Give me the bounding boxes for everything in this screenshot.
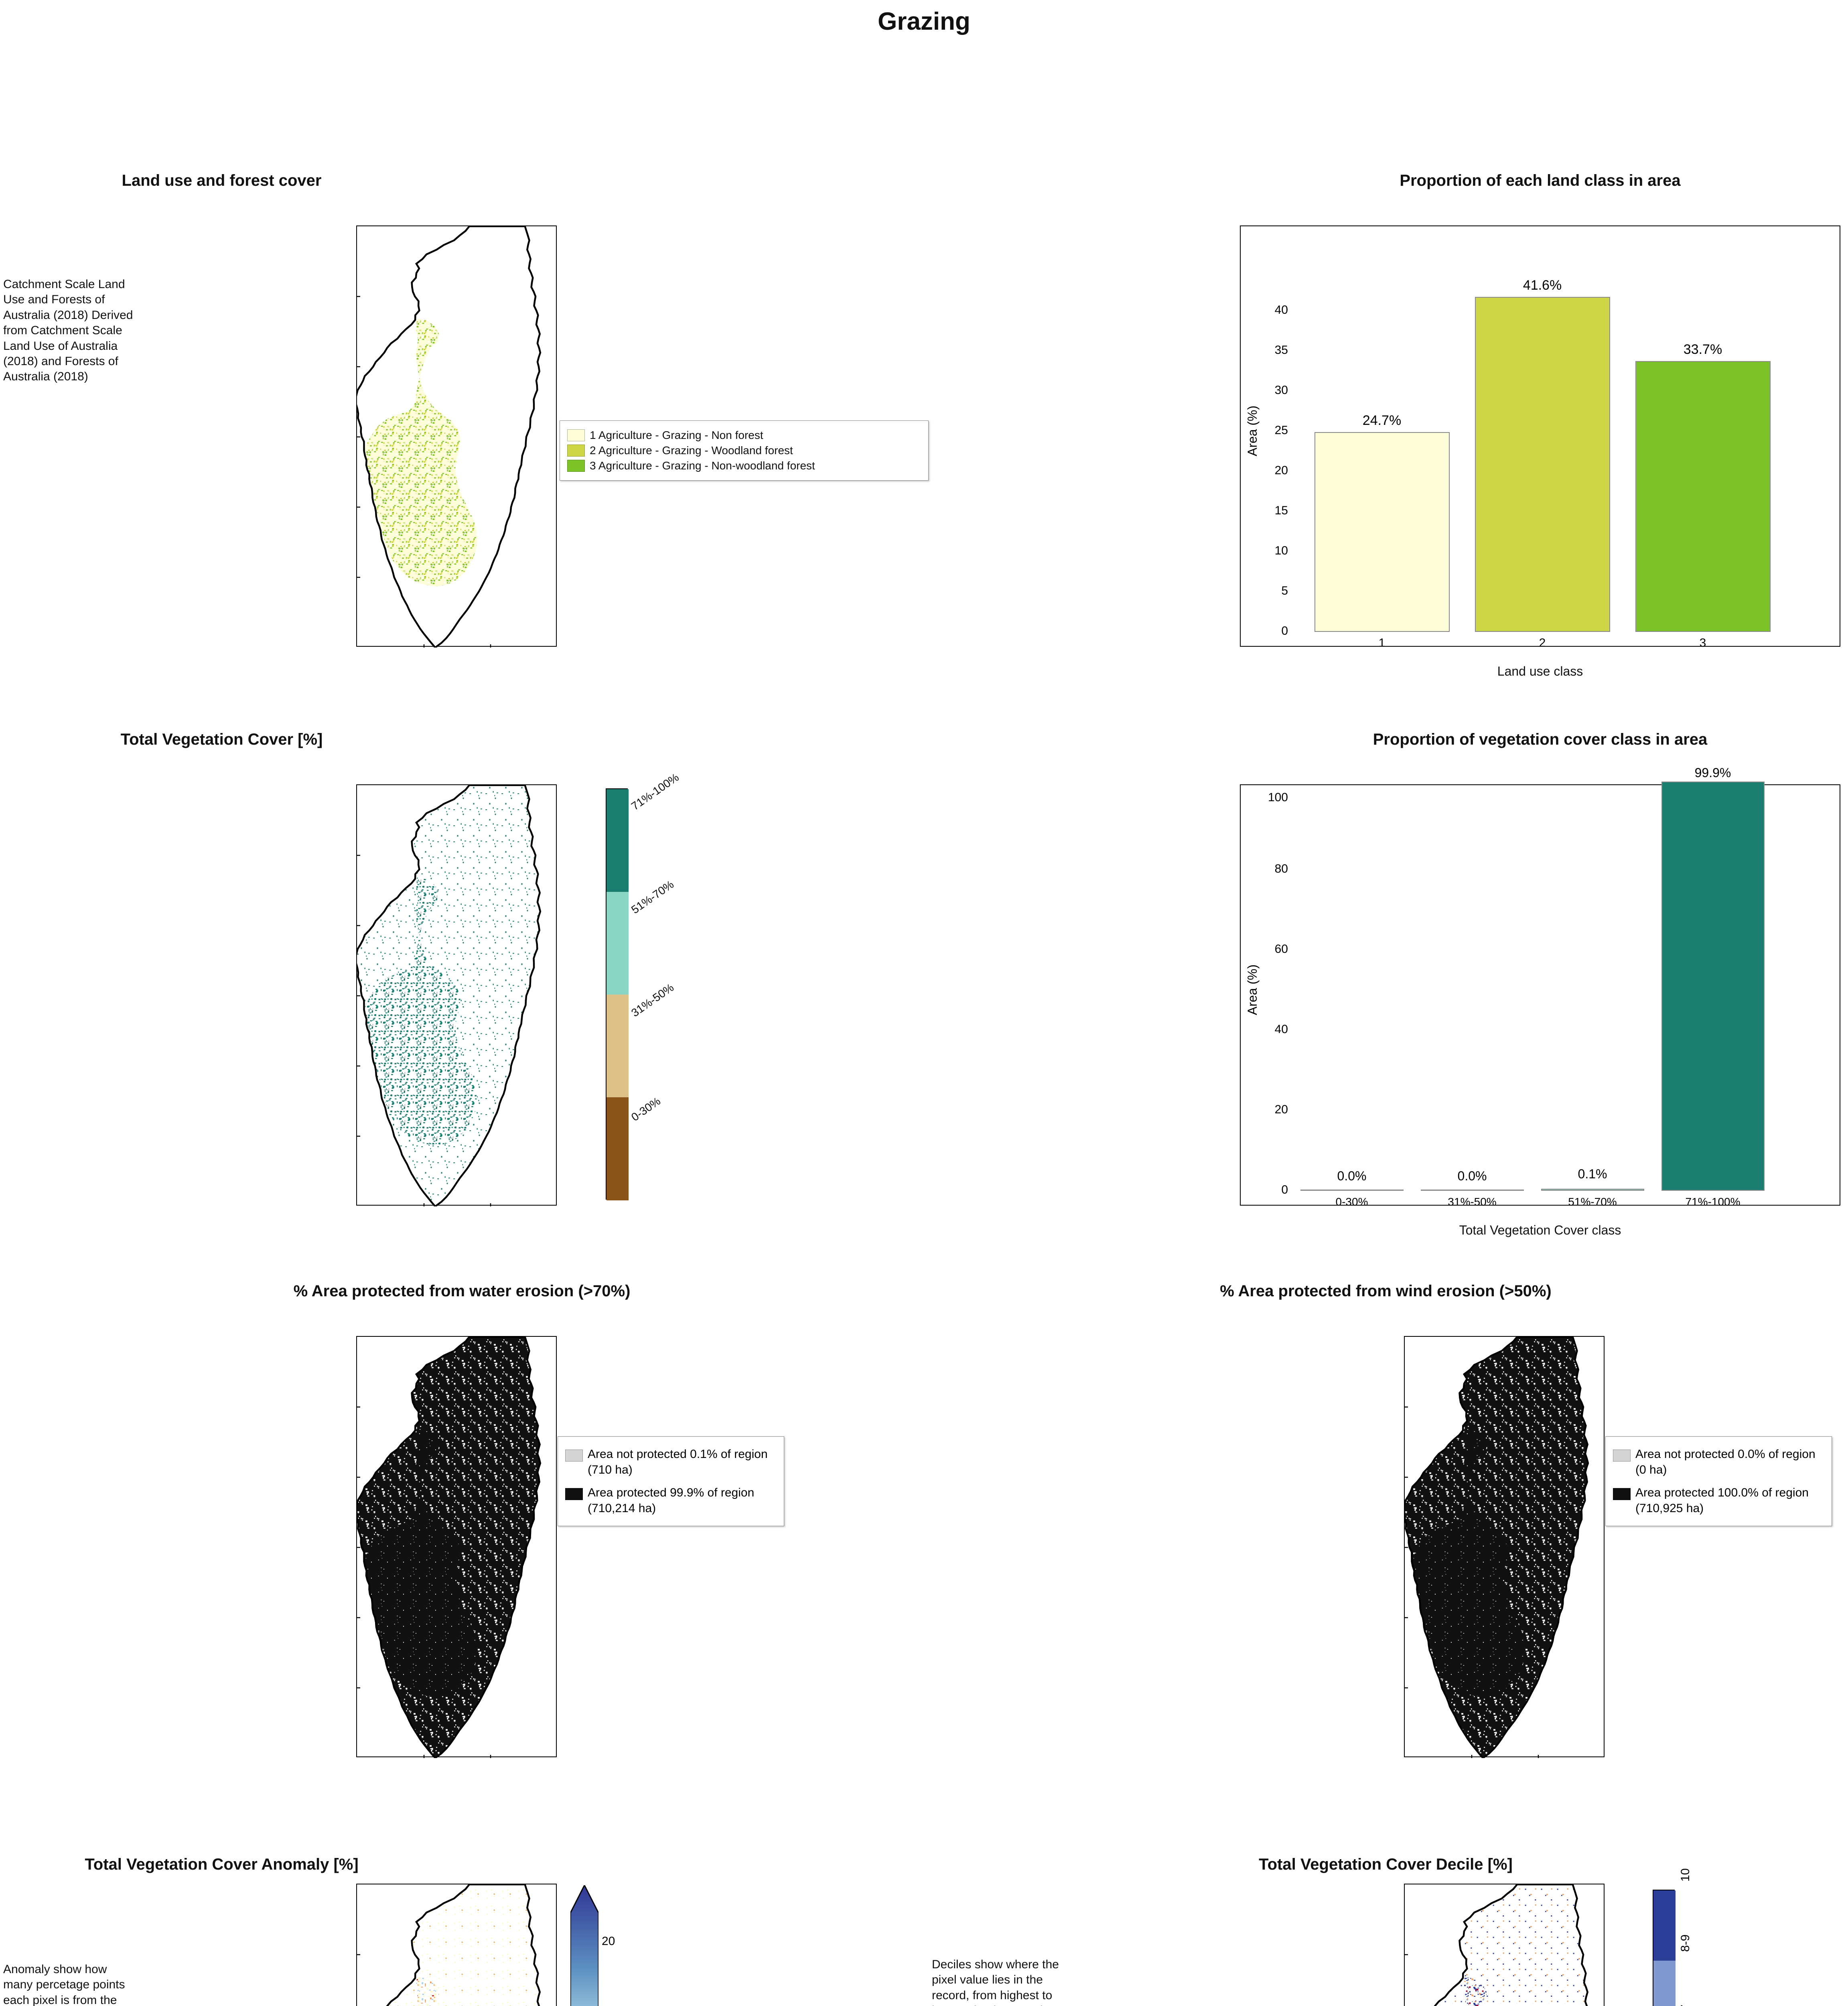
svg-text:1: 1	[1379, 636, 1385, 648]
svg-text:0-30%: 0-30%	[1336, 1196, 1368, 1208]
svg-text:0.1%: 0.1%	[1578, 1167, 1607, 1181]
svg-text:5: 5	[1281, 584, 1288, 597]
svg-text:15: 15	[1275, 504, 1288, 517]
svg-text:71%-100%: 71%-100%	[1686, 1196, 1740, 1208]
svg-text:25: 25	[1275, 424, 1288, 437]
svg-text:0: 0	[1281, 624, 1288, 638]
svg-text:10: 10	[1275, 544, 1288, 557]
svg-text:100: 100	[1268, 791, 1288, 804]
svg-text:0.0%: 0.0%	[1337, 1169, 1367, 1183]
svg-text:60: 60	[1275, 942, 1288, 956]
svg-text:20: 20	[1275, 1103, 1288, 1116]
svg-text:80: 80	[1275, 862, 1288, 875]
svg-text:33.7%: 33.7%	[1684, 342, 1722, 357]
svg-text:2: 2	[1539, 636, 1546, 648]
svg-text:Area (%): Area (%)	[1245, 406, 1260, 456]
svg-text:51%-70%: 51%-70%	[1568, 1196, 1617, 1208]
svg-text:31%-50%: 31%-50%	[1448, 1196, 1496, 1208]
svg-text:20: 20	[1275, 464, 1288, 477]
svg-text:35: 35	[1275, 343, 1288, 357]
svg-text:0: 0	[1281, 1183, 1288, 1196]
svg-text:Area (%): Area (%)	[1245, 964, 1260, 1015]
svg-text:30: 30	[1275, 384, 1288, 397]
svg-text:99.9%: 99.9%	[1695, 765, 1731, 780]
svg-text:40: 40	[1275, 303, 1288, 317]
svg-text:3: 3	[1700, 636, 1706, 648]
svg-text:41.6%: 41.6%	[1523, 278, 1562, 293]
svg-text:40: 40	[1275, 1023, 1288, 1036]
svg-text:0.0%: 0.0%	[1458, 1169, 1487, 1183]
svg-text:24.7%: 24.7%	[1363, 413, 1401, 428]
